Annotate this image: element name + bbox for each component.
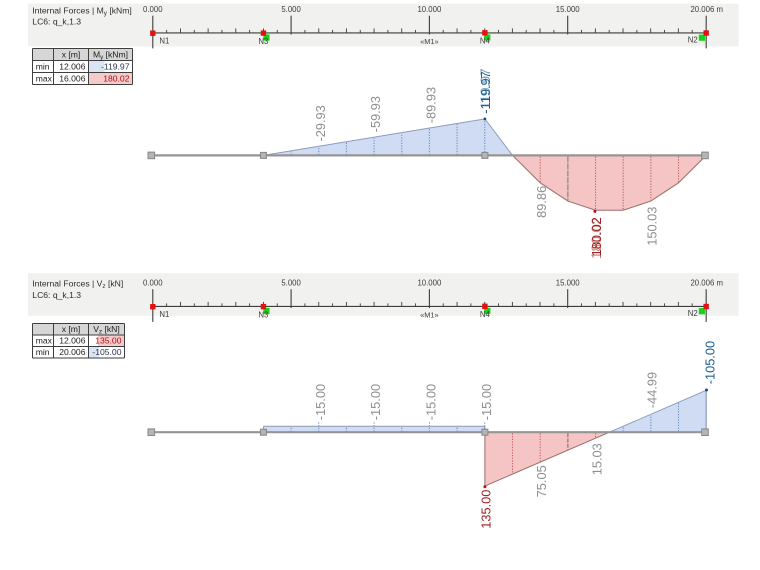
svg-text:16.006: 16.006 xyxy=(59,73,86,83)
svg-text:N1: N1 xyxy=(159,310,169,319)
svg-text:Internal Forces | Vz [kN]: Internal Forces | Vz [kN] xyxy=(32,279,123,291)
svg-text:5.000: 5.000 xyxy=(281,278,301,287)
svg-text:Vz [kN]: Vz [kN] xyxy=(93,324,120,336)
svg-text:x [m]: x [m] xyxy=(62,324,81,334)
svg-text:12.006: 12.006 xyxy=(59,61,86,71)
svg-text:My [kNm]: My [kNm] xyxy=(93,49,128,61)
svg-text:-105.00: -105.00 xyxy=(92,347,121,357)
svg-text:-15.00: -15.00 xyxy=(313,384,328,420)
svg-text:min: min xyxy=(36,61,50,71)
svg-text:20.006: 20.006 xyxy=(59,347,86,357)
svg-text:-119.97: -119.97 xyxy=(101,61,130,71)
svg-text:0.000: 0.000 xyxy=(143,278,163,287)
svg-text:20.006 m: 20.006 m xyxy=(690,278,723,287)
svg-text:10.000: 10.000 xyxy=(417,5,442,14)
svg-text:-15.00: -15.00 xyxy=(368,384,383,420)
svg-text:135.00: 135.00 xyxy=(95,335,122,345)
svg-text:180.02: 180.02 xyxy=(589,217,604,256)
svg-text:Internal Forces | My [kNm]: Internal Forces | My [kNm] xyxy=(32,5,132,17)
svg-text:«M1»: «M1» xyxy=(420,310,439,319)
svg-text:5.000: 5.000 xyxy=(281,5,301,14)
svg-text:max: max xyxy=(36,73,53,83)
svg-text:N4: N4 xyxy=(480,37,491,46)
svg-text:15.000: 15.000 xyxy=(556,278,581,287)
svg-text:180.02: 180.02 xyxy=(103,73,130,83)
svg-text:-59.93: -59.93 xyxy=(368,96,383,132)
svg-text:15.000: 15.000 xyxy=(556,5,581,14)
svg-text:«M1»: «M1» xyxy=(420,37,439,46)
svg-text:89.86: 89.86 xyxy=(534,186,549,218)
svg-text:10.000: 10.000 xyxy=(417,278,442,287)
svg-text:N1: N1 xyxy=(159,37,169,46)
svg-text:75.05: 75.05 xyxy=(534,465,549,497)
svg-text:12.006: 12.006 xyxy=(59,335,86,345)
svg-text:min: min xyxy=(36,347,50,357)
svg-text:-15.00: -15.00 xyxy=(479,384,494,420)
svg-text:-119.97: -119.97 xyxy=(478,71,493,113)
svg-text:LC6: q_k,1.3: LC6: q_k,1.3 xyxy=(32,17,81,27)
svg-text:-44.99: -44.99 xyxy=(645,372,660,408)
svg-text:20.006 m: 20.006 m xyxy=(690,5,723,14)
svg-text:-89.93: -89.93 xyxy=(424,87,439,123)
svg-text:-15.00: -15.00 xyxy=(424,384,439,420)
svg-text:max: max xyxy=(36,335,53,345)
svg-text:x [m]: x [m] xyxy=(62,49,81,59)
svg-text:180.02: 180.02 xyxy=(589,217,604,259)
svg-text:150.03: 150.03 xyxy=(645,207,660,246)
svg-text:N2: N2 xyxy=(688,36,698,45)
svg-text:135.00: 135.00 xyxy=(479,490,494,529)
svg-text:N4: N4 xyxy=(480,310,491,319)
svg-text:N3: N3 xyxy=(258,311,268,320)
svg-text:LC6: q_k,1.3: LC6: q_k,1.3 xyxy=(32,290,81,300)
svg-text:-29.93: -29.93 xyxy=(313,105,328,141)
svg-text:0.000: 0.000 xyxy=(143,5,163,14)
svg-text:-119.97: -119.97 xyxy=(478,68,493,113)
svg-text:N2: N2 xyxy=(688,309,698,318)
svg-text:15.03: 15.03 xyxy=(589,443,604,475)
svg-text:N3: N3 xyxy=(258,37,268,46)
svg-text:-105.00: -105.00 xyxy=(703,341,718,384)
